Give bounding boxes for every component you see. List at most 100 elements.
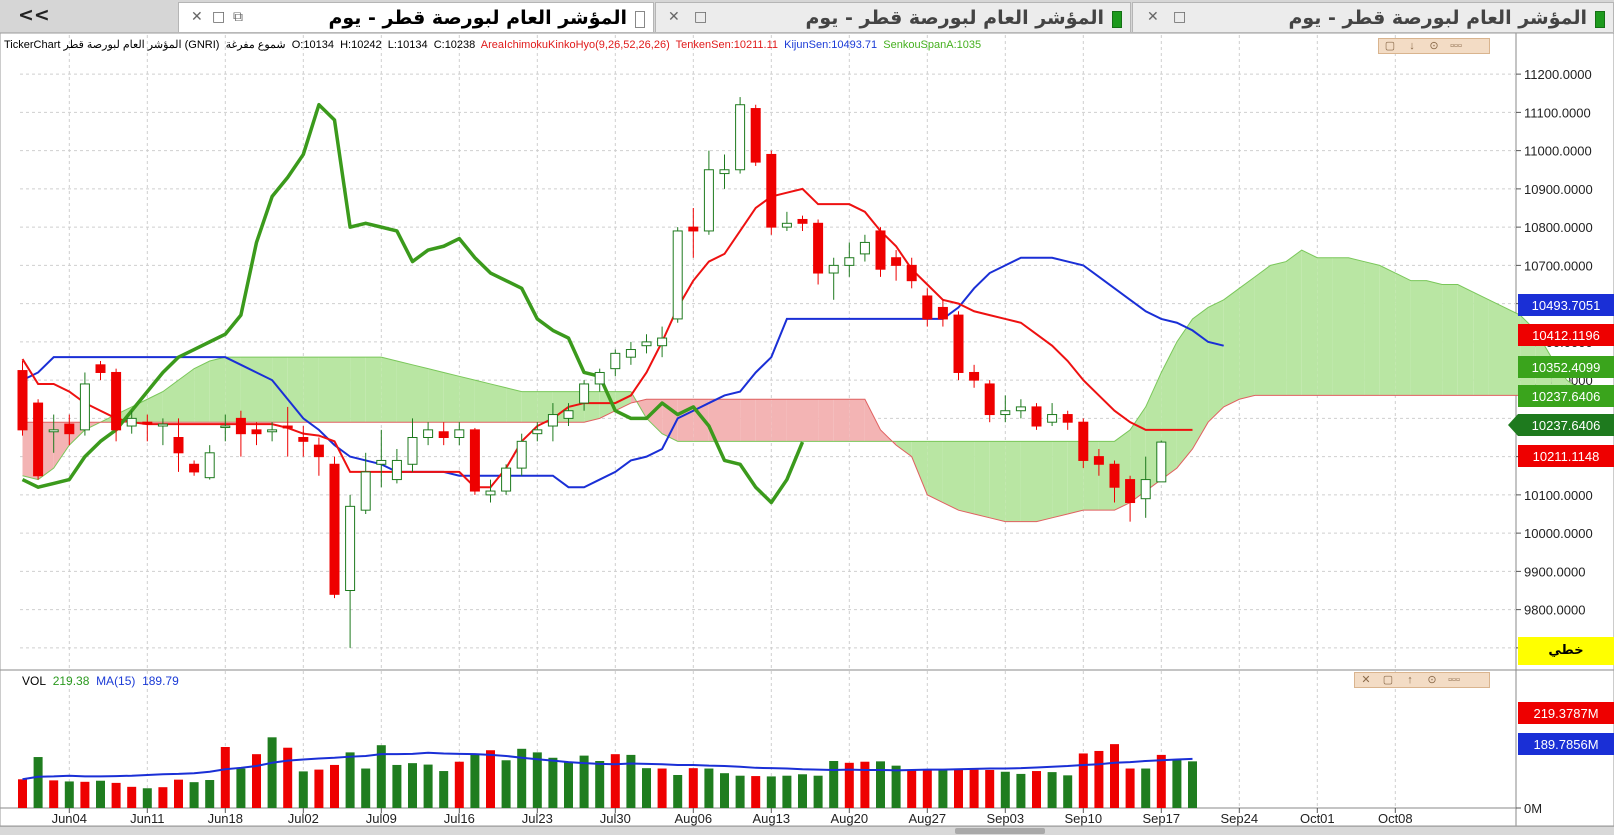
candle-body — [1031, 406, 1042, 427]
tab-chart-2[interactable]: المؤشر العام لبورصة قطر - يوم ✕ □ — [655, 2, 1131, 32]
volume-bar — [907, 770, 917, 808]
candle-body — [376, 459, 387, 465]
panel-move-icon[interactable]: ↓ — [1409, 40, 1415, 52]
candle-body — [17, 370, 28, 431]
candle-body — [969, 371, 980, 381]
volume-bar — [361, 768, 371, 808]
kijun-value: KijunSen:10493.71 — [784, 39, 878, 51]
x-tick-label: Jul23 — [522, 811, 553, 826]
volume-bar — [766, 776, 776, 808]
candle-body — [111, 371, 122, 431]
volume-bar — [330, 764, 339, 808]
candle-body — [48, 429, 59, 433]
volume-bar — [688, 768, 698, 808]
volume-bar — [1094, 750, 1104, 808]
panel-maximize-icon[interactable]: ▢ — [1384, 40, 1396, 52]
tab-chart-1[interactable]: المؤشر العام لبورصة قطر - يوم ✕ □ ⧉ — [178, 2, 654, 32]
panel-maximize-icon[interactable]: ▢ — [1382, 674, 1394, 686]
panel-move-up-icon[interactable]: ↑ — [1407, 674, 1413, 686]
x-tick-label: Jul16 — [444, 811, 475, 826]
tab-close-icon[interactable]: ✕ — [668, 9, 680, 25]
candle-type-label: شموع مفرغة — [225, 39, 286, 51]
volume-bar — [33, 757, 43, 808]
kijun-axis-label-box — [1518, 294, 1614, 316]
volume-bar — [267, 737, 277, 808]
candle-body — [1078, 421, 1089, 461]
cloud-segment — [1364, 261, 1380, 396]
x-tick-label: Sep17 — [1143, 811, 1181, 826]
x-tick-label: Jul09 — [366, 811, 397, 826]
volume-bar — [813, 775, 823, 808]
volume-bar — [1172, 759, 1182, 808]
panel-settings-icon[interactable]: ⊙ — [1429, 40, 1439, 52]
price-pointer-arrow — [1508, 414, 1518, 436]
volume-bar — [376, 745, 386, 808]
x-tick-label: Jun04 — [52, 811, 87, 826]
high-value: H:10242 — [340, 39, 382, 51]
volume-bar — [532, 752, 542, 808]
tab-detach-icon[interactable]: ⧉ — [233, 9, 243, 25]
cloud-segment — [1192, 307, 1209, 449]
tenkan-axis-label-box — [1518, 445, 1614, 467]
tab-maximize-icon[interactable]: □ — [212, 9, 226, 25]
tab-maximize-icon[interactable]: □ — [694, 9, 708, 25]
panel-settings-icon[interactable]: ⊙ — [1427, 674, 1437, 686]
volume-bar — [96, 780, 105, 808]
candle-body — [360, 471, 371, 511]
volume-bar — [1016, 773, 1026, 808]
candle-body — [922, 295, 933, 320]
candle-body — [1093, 456, 1104, 465]
cloud-segment — [1488, 299, 1505, 396]
volume-bar — [205, 780, 215, 808]
volume-ma-axis-label-box — [1518, 733, 1614, 755]
tenkan-sen-line — [21, 187, 1193, 489]
candle-body — [532, 429, 543, 435]
candle-body — [469, 429, 480, 492]
candle-body — [828, 264, 839, 274]
cloud-segment — [1130, 406, 1146, 503]
cloud-segment — [833, 399, 850, 442]
volume-bar — [579, 755, 589, 808]
panel-close-icon[interactable]: ✕ — [1361, 674, 1371, 686]
panel-more-icon[interactable]: ▫▫▫ — [1450, 40, 1462, 52]
cloud-segment — [1270, 261, 1287, 396]
candle-body — [563, 410, 574, 419]
candle-body — [282, 425, 293, 429]
cloud-segment — [1379, 265, 1396, 396]
candle-body — [423, 429, 434, 439]
candle-body — [891, 257, 902, 266]
candle-body — [345, 505, 356, 592]
cloud-segment — [1442, 284, 1458, 396]
tab-maximize-icon[interactable]: □ — [1173, 9, 1187, 25]
tab-close-icon[interactable]: ✕ — [1147, 9, 1159, 25]
tab-close-icon[interactable]: ✕ — [191, 9, 203, 25]
volume-bar — [876, 761, 885, 808]
cloud-segment — [131, 399, 148, 423]
volume-ma-line — [22, 751, 1193, 781]
chart-mode-badge[interactable]: خطي — [1518, 637, 1614, 665]
cloud-segment — [818, 399, 834, 442]
candle-body — [1015, 406, 1026, 412]
cloud-segment — [1426, 280, 1443, 396]
candle-body — [64, 423, 75, 435]
volume-bar — [985, 769, 995, 808]
cloud-segment — [209, 357, 226, 423]
tab-status-icon — [1595, 11, 1605, 28]
panel-more-icon[interactable]: ▫▫▫ — [1448, 674, 1460, 686]
candle-body — [844, 257, 855, 266]
candle-body — [157, 423, 168, 427]
tab-chart-3[interactable]: المؤشر العام لبورصة قطر - يوم ✕ □ — [1132, 2, 1614, 32]
cloud-segment — [1348, 257, 1365, 396]
volume-bar — [938, 769, 948, 808]
volume-bar — [486, 750, 495, 808]
volume-bar — [470, 754, 480, 808]
tenkan-axis-label: 10211.1148 — [1533, 449, 1600, 464]
volume-bar — [345, 752, 355, 808]
cloud-segment — [318, 357, 335, 423]
scrollbar-thumb[interactable] — [955, 828, 1045, 834]
collapse-panel-button[interactable]: << — [18, 4, 50, 26]
candle-body — [329, 463, 340, 595]
horizontal-scrollbar[interactable] — [0, 826, 1614, 835]
